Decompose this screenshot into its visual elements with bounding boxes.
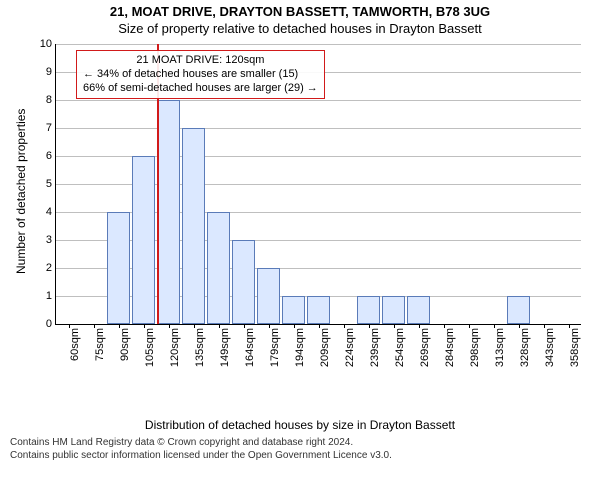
- footer-attribution: Contains HM Land Registry data © Crown c…: [0, 432, 600, 462]
- x-tick-label: 358sqm: [569, 328, 581, 367]
- gridline: [56, 128, 581, 129]
- y-tick-label: 6: [46, 150, 56, 162]
- subtitle: Size of property relative to detached ho…: [0, 21, 600, 36]
- x-tick-label: 105sqm: [144, 328, 156, 367]
- histogram-bar: [282, 296, 305, 324]
- x-tick-label: 75sqm: [94, 328, 106, 361]
- histogram-bar: [382, 296, 405, 324]
- address-title: 21, MOAT DRIVE, DRAYTON BASSETT, TAMWORT…: [0, 4, 600, 19]
- histogram-bar: [307, 296, 330, 324]
- x-tick-label: 209sqm: [319, 328, 331, 367]
- gridline: [56, 100, 581, 101]
- y-tick-label: 4: [46, 206, 56, 218]
- histogram-bar: [357, 296, 380, 324]
- footer-line1: Contains HM Land Registry data © Crown c…: [10, 436, 590, 449]
- x-tick-label: 60sqm: [69, 328, 81, 361]
- x-tick-label: 120sqm: [169, 328, 181, 367]
- y-tick-label: 0: [46, 318, 56, 330]
- callout-line1: 21 MOAT DRIVE: 120sqm: [83, 54, 318, 68]
- histogram-bar: [107, 212, 130, 324]
- x-tick-label: 239sqm: [369, 328, 381, 367]
- x-tick-label: 284sqm: [444, 328, 456, 367]
- gridline: [56, 44, 581, 45]
- callout-line3: 66% of semi-detached houses are larger (…: [83, 82, 318, 96]
- x-axis-label: Distribution of detached houses by size …: [0, 418, 600, 432]
- y-tick-label: 8: [46, 94, 56, 106]
- y-tick-label: 1: [46, 290, 56, 302]
- histogram-bar: [507, 296, 530, 324]
- x-tick-label: 90sqm: [119, 328, 131, 361]
- y-tick-label: 7: [46, 122, 56, 134]
- plot-area: 01234567891060sqm75sqm90sqm105sqm120sqm1…: [55, 44, 581, 325]
- x-tick-label: 179sqm: [269, 328, 281, 367]
- x-tick-label: 224sqm: [344, 328, 356, 367]
- histogram-bar: [407, 296, 430, 324]
- x-tick-label: 269sqm: [419, 328, 431, 367]
- x-tick-label: 149sqm: [219, 328, 231, 367]
- callout-line2: ← 34% of detached houses are smaller (15…: [83, 68, 318, 82]
- histogram-bar: [232, 240, 255, 324]
- x-tick-label: 254sqm: [394, 328, 406, 367]
- x-tick-label: 328sqm: [519, 328, 531, 367]
- x-tick-label: 313sqm: [494, 328, 506, 367]
- y-axis-label: Number of detached properties: [14, 109, 28, 274]
- histogram-bar: [132, 156, 155, 324]
- footer-line2: Contains public sector information licen…: [10, 449, 590, 462]
- y-tick-label: 5: [46, 178, 56, 190]
- x-tick-label: 298sqm: [469, 328, 481, 367]
- histogram-bar: [157, 100, 180, 324]
- y-tick-label: 3: [46, 234, 56, 246]
- y-tick-label: 2: [46, 262, 56, 274]
- x-tick-label: 164sqm: [244, 328, 256, 367]
- histogram-bar: [182, 128, 205, 324]
- x-tick-label: 194sqm: [294, 328, 306, 367]
- histogram-chart: Number of detached properties 0123456789…: [0, 36, 600, 416]
- y-tick-label: 10: [40, 38, 56, 50]
- x-tick-label: 343sqm: [544, 328, 556, 367]
- y-tick-label: 9: [46, 66, 56, 78]
- x-tick-label: 135sqm: [194, 328, 206, 367]
- histogram-bar: [207, 212, 230, 324]
- marker-callout: 21 MOAT DRIVE: 120sqm ← 34% of detached …: [76, 50, 325, 99]
- histogram-bar: [257, 268, 280, 324]
